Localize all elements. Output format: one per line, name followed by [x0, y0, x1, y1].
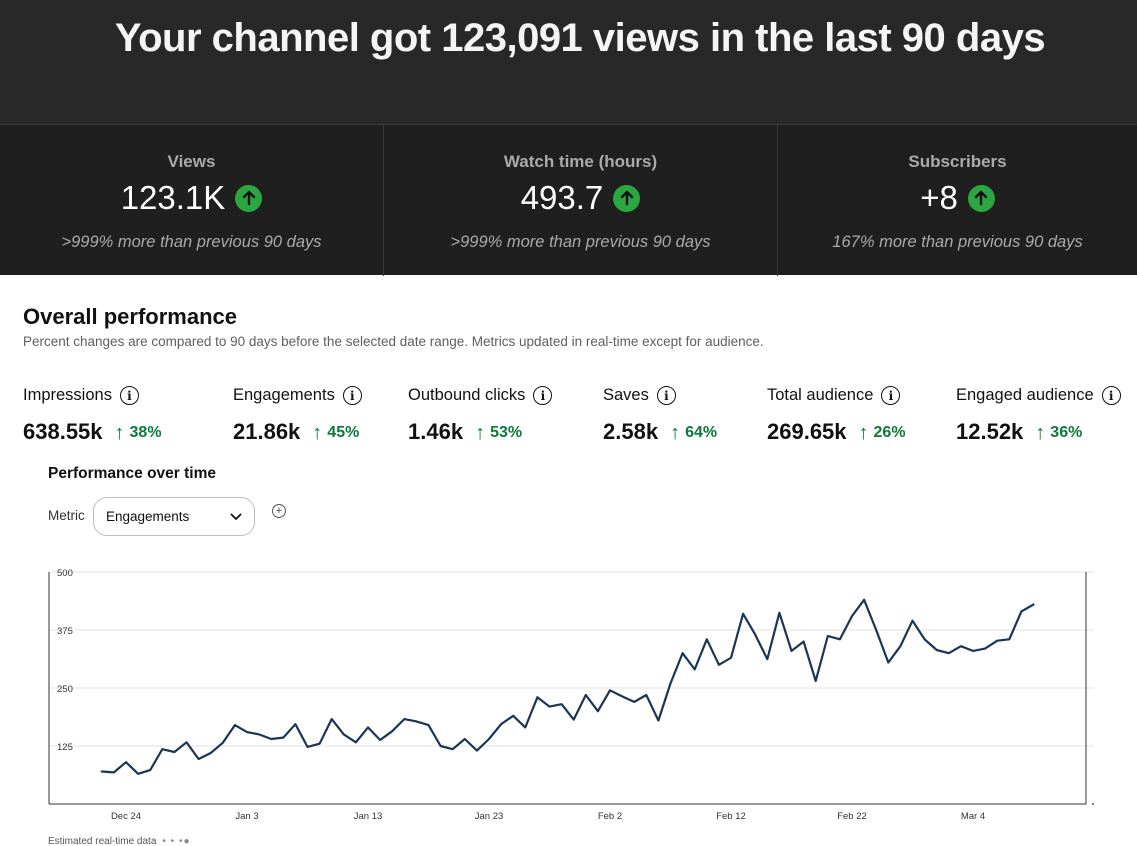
arrow-up-icon: ↑: [312, 422, 323, 444]
stats-row: Views 123.1K >999% more than previous 90…: [0, 124, 1137, 276]
performance-chart: 125 250 375 500 Dec 24 Jan 3 Jan 13 Jan 23 Feb 2…: [48, 568, 1094, 822]
metric-change: 53%: [490, 424, 523, 441]
chart-legend: Estimated real-time data • • •●: [48, 836, 191, 846]
series-line-engagements: [100, 598, 1035, 775]
channel-summary-header: Your channel got 123,091 views in the la…: [0, 0, 1137, 276]
section-subtitle: Percent changes are compared to 90 days …: [23, 334, 764, 349]
metric-label: Total audience: [767, 386, 874, 404]
x-tick-label: Feb 2: [598, 811, 622, 822]
stat-note: >999% more than previous 90 days: [450, 233, 711, 251]
metric-label: Impressions: [23, 386, 112, 404]
performance-over-time-title: Performance over time: [48, 465, 216, 482]
axis-end-dot: [1092, 803, 1094, 805]
metric-total-audience[interactable]: Total audience i 269.65k ↑ 26%: [767, 386, 906, 445]
x-tick-label: Jan 3: [235, 811, 258, 822]
arrow-up-icon: ↑: [114, 422, 125, 444]
info-icon[interactable]: i: [1101, 386, 1121, 405]
stat-title: Subscribers: [908, 152, 1007, 171]
add-metric-icon[interactable]: +: [272, 504, 286, 518]
stat-title: Watch time (hours): [503, 152, 658, 171]
info-icon[interactable]: i: [119, 386, 139, 405]
stat-card-subscribers[interactable]: Subscribers +8 167% more than previous 9…: [778, 125, 1137, 276]
metric-value: 269.65k: [767, 419, 847, 444]
metric-outbound-clicks[interactable]: Outbound clicks i 1.46k ↑ 53%: [408, 386, 553, 445]
legend-label: Estimated real-time data: [48, 836, 157, 846]
stat-card-watch-time[interactable]: Watch time (hours) 493.7 >999% more than…: [384, 125, 778, 276]
metric-change: 26%: [873, 424, 906, 441]
metric-label: Saves: [603, 386, 649, 404]
metric-value: 638.55k: [23, 419, 103, 444]
section-title: Overall performance: [23, 304, 237, 329]
metric-change: 45%: [327, 424, 360, 441]
stat-value: +8: [920, 179, 958, 216]
info-icon[interactable]: i: [533, 386, 553, 405]
metric-value: 21.86k: [233, 419, 301, 444]
overall-performance-panel: Overall performance Percent changes are …: [0, 276, 1137, 846]
metric-impressions[interactable]: Impressions i 638.55k ↑ 38%: [23, 386, 162, 445]
arrow-up-icon: [967, 184, 995, 212]
chevron-down-icon: [230, 513, 242, 520]
info-icon[interactable]: i: [656, 386, 676, 405]
metric-label: Outbound clicks: [408, 386, 526, 404]
metric-dropdown-value: Engagements: [106, 509, 190, 524]
metric-label: Engagements: [233, 386, 335, 404]
metric-value: 12.52k: [956, 419, 1024, 444]
arrow-up-icon: ↑: [475, 422, 486, 444]
arrow-up-icon: [235, 184, 263, 212]
arrow-up-icon: ↑: [858, 422, 869, 444]
metric-dropdown[interactable]: Engagements: [93, 497, 255, 536]
arrow-up-icon: [613, 184, 641, 212]
views-headline: Your channel got 123,091 views in the la…: [114, 16, 1046, 60]
stat-value: 123.1K: [120, 179, 226, 216]
arrow-up-icon: ↑: [1035, 422, 1046, 444]
x-tick-label: Feb 12: [716, 811, 746, 822]
x-tick-label: Mar 4: [961, 811, 985, 822]
stat-card-views[interactable]: Views 123.1K >999% more than previous 90…: [0, 125, 384, 276]
metric-engagements[interactable]: Engagements i 21.86k ↑ 45%: [233, 386, 362, 445]
stat-note: 167% more than previous 90 days: [832, 233, 1083, 251]
metric-label: Engaged audience: [956, 386, 1094, 404]
metric-change: 38%: [129, 424, 162, 441]
y-tick-label: 500: [57, 568, 73, 579]
metric-engaged-audience[interactable]: Engaged audience i 12.52k ↑ 36%: [956, 386, 1121, 445]
metric-saves[interactable]: Saves i 2.58k ↑ 64%: [603, 386, 717, 445]
metric-value: 1.46k: [408, 419, 464, 444]
stat-title: Views: [167, 152, 216, 171]
metric-change: 64%: [685, 424, 718, 441]
x-tick-label: Jan 13: [354, 811, 383, 822]
x-tick-label: Feb 22: [837, 811, 867, 822]
dotted-line-icon: • • •●: [162, 836, 191, 846]
arrow-up-icon: ↑: [670, 422, 681, 444]
x-tick-label: Jan 23: [475, 811, 504, 822]
info-icon[interactable]: i: [342, 386, 362, 405]
stat-note: >999% more than previous 90 days: [61, 233, 322, 251]
metric-change: 36%: [1050, 424, 1083, 441]
metric-value: 2.58k: [603, 419, 659, 444]
metric-select-label: Metric: [48, 508, 85, 523]
y-tick-label: 125: [57, 742, 73, 753]
y-tick-label: 375: [57, 626, 73, 637]
x-tick-label: Dec 24: [111, 811, 141, 822]
y-tick-label: 250: [57, 684, 73, 695]
info-icon[interactable]: i: [881, 386, 901, 405]
stat-value: 493.7: [520, 179, 604, 216]
